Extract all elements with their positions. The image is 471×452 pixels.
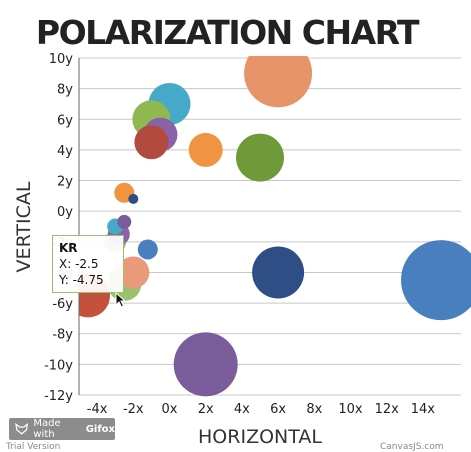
tooltip-series-name: KR [59,241,78,255]
bubble-series [79,39,471,397]
bubble-point[interactable] [173,332,238,397]
y-tick-label: 4y [57,144,73,159]
x-tick-label: 6x [270,402,286,417]
x-tick-labels: -4x -2x 0x 2x 4x 6x 8x 10x 12x 14x [87,402,436,417]
bubble-point[interactable] [244,39,313,108]
mouse-pointer-icon [115,292,127,308]
tooltip-y-value: Y: -4.75 [59,273,104,287]
x-tick-label: 0x [162,402,178,417]
y-tick-label: 2y [57,175,73,190]
canvasjs-credit-link[interactable]: CanvasJS.com [380,442,444,452]
bubble-point[interactable] [137,239,158,260]
x-tick-label: 4x [234,402,250,417]
x-tick-label: -4x [87,402,108,417]
y-tick-label: -10y [44,358,73,373]
y-tick-label: 6y [57,113,73,128]
x-tick-label: 10x [338,402,363,417]
bubble-point[interactable] [117,256,150,289]
tooltip-x-value: X: -2.5 [59,257,99,271]
trial-version-text: Trial Version [6,442,61,452]
bubble-point[interactable] [128,193,139,204]
bubble-point[interactable] [252,246,305,299]
x-tick-label: -2x [123,402,144,417]
x-tick-label: 14x [411,402,436,417]
bubble-point[interactable] [117,214,132,229]
y-tick-label: -6y [52,297,73,312]
y-tick-label: 8y [57,83,73,98]
y-tick-label: -12y [44,389,73,404]
bubble-point[interactable] [401,240,471,321]
x-tick-label: 12x [375,402,400,417]
y-tick-label: 0y [57,205,73,220]
made-with-gifox-badge[interactable]: Made with Gifox [9,418,115,440]
bubble-point[interactable] [236,133,284,182]
x-tick-label: 8x [306,402,322,417]
data-tooltip: KR X: -2.5 Y: -4.75 [52,235,124,293]
fox-logo-icon [15,423,29,435]
badge-prefix: Made with [33,418,61,440]
y-axis-title: VERTICAL [13,181,35,272]
bubble-point[interactable] [188,132,223,167]
y-tick-label: 10y [49,52,74,67]
bubble-point[interactable] [134,125,169,160]
x-tick-label: 2x [198,402,214,417]
chart-title: POLARIZATION CHART [36,13,420,52]
x-axis-title: HORIZONTAL [198,426,322,448]
y-tick-label: -8y [52,328,73,343]
badge-brand: Gifox [85,423,115,435]
